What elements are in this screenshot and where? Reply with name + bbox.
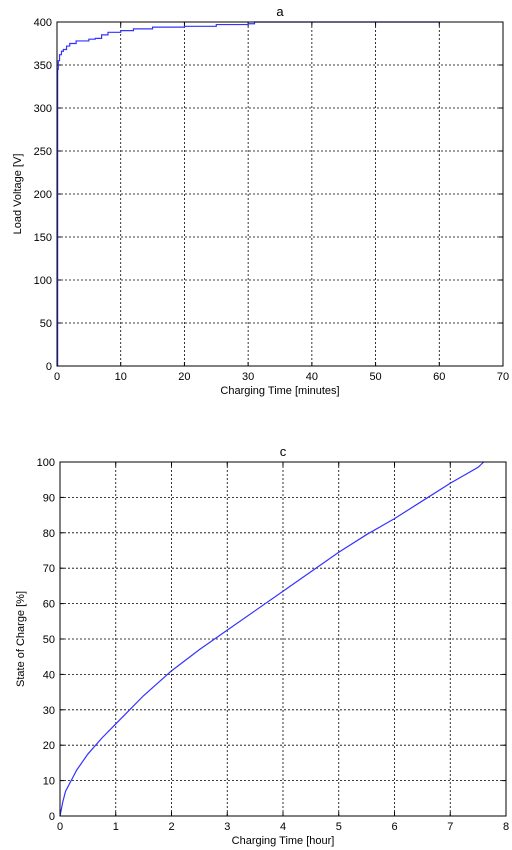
x-tick-label: 6 — [391, 821, 397, 833]
y-tick-label: 400 — [34, 17, 52, 29]
x-tick-label: 8 — [503, 821, 509, 833]
y-axis-label: State of Charge [%] — [15, 591, 27, 687]
y-tick-label: 20 — [43, 740, 55, 752]
y-axis-label: Load Voltage [V] — [12, 154, 24, 235]
x-tick-label: 40 — [306, 371, 318, 383]
y-tick-label: 250 — [34, 146, 52, 158]
x-tick-label: 3 — [224, 821, 230, 833]
x-tick-label: 20 — [178, 371, 190, 383]
y-tick-label: 60 — [43, 599, 55, 611]
x-tick-label: 60 — [433, 371, 445, 383]
x-tick-label: 4 — [280, 821, 286, 833]
series-line — [59, 461, 485, 817]
x-tick-label: 2 — [168, 821, 174, 833]
x-tick-label: 1 — [113, 821, 119, 833]
y-tick-label: 200 — [34, 189, 52, 201]
chart-a: 0 10 20 30 40 50 60 70 0 50 100 150 200 250 300 350 400 a… — [12, 4, 509, 397]
chart-c: 0 1 2 3 4 5 6 7 80102030405060708090100cCharging… — [15, 444, 509, 847]
y-tick-label: 40 — [43, 669, 55, 681]
x-tick-label: 0 — [54, 371, 60, 383]
y-tick-label: 50 — [43, 634, 55, 646]
y-tick-label: 30 — [43, 705, 55, 717]
y-tick-label: 80 — [43, 528, 55, 540]
y-tick-label: 0 — [46, 361, 52, 373]
y-tick-label: 100 — [34, 275, 52, 287]
x-tick-label: 50 — [369, 371, 381, 383]
x-tick-label: 70 — [497, 371, 509, 383]
chart-title: a — [276, 4, 284, 19]
x-tick-label: 5 — [336, 821, 342, 833]
x-tick-label: 30 — [242, 371, 254, 383]
series-line — [57, 21, 440, 367]
plot-area — [57, 22, 503, 366]
y-tick-label: 150 — [34, 232, 52, 244]
y-tick-label: 90 — [43, 492, 55, 504]
x-tick-label: 10 — [115, 371, 127, 383]
y-tick-label: 50 — [40, 318, 52, 330]
chart-title: c — [280, 444, 287, 459]
plot-frame — [56, 21, 504, 367]
y-tick-label: 10 — [43, 776, 55, 788]
x-axis-label: Charging Time [hour] — [232, 835, 335, 847]
y-tick-label: 70 — [43, 563, 55, 575]
plot-frame — [59, 461, 507, 817]
x-tick-label: 0 — [57, 821, 63, 833]
y-tick-label: 100 — [37, 457, 55, 469]
y-tick-label: 300 — [34, 103, 52, 115]
x-axis-label: Charging Time [minutes] — [220, 385, 339, 397]
y-tick-label: 0 — [49, 811, 55, 823]
x-tick-label: 7 — [447, 821, 453, 833]
y-tick-label: 350 — [34, 60, 52, 72]
